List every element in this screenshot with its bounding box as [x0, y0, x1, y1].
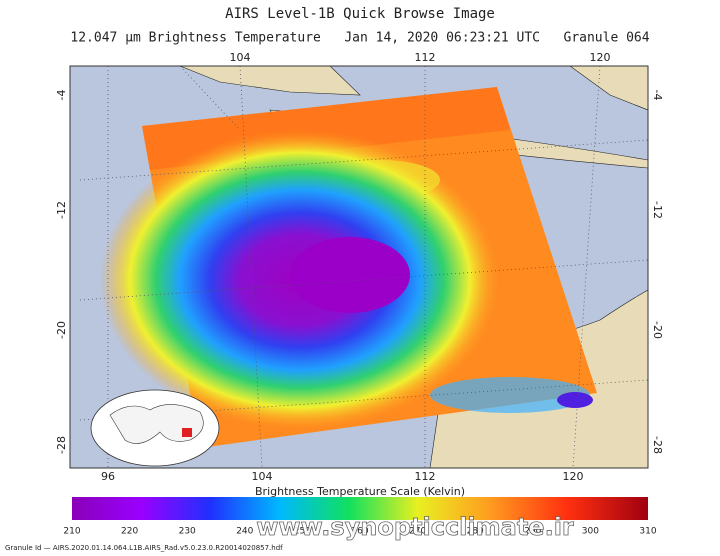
lon-label: 120 [563, 470, 584, 483]
lon-label: 112 [415, 470, 436, 483]
title: AIRS Level-1B Quick Browse Image [225, 6, 495, 22]
scale-tick-label: 210 [63, 527, 80, 537]
lat-label: -20 [651, 321, 664, 339]
scale-tick-label: 250 [294, 527, 311, 537]
watermark: www.synopticclimate.ir [256, 513, 574, 541]
scale-tick-label: 290 [524, 527, 541, 537]
scale-tick-label: 220 [121, 527, 138, 537]
scale-tick-label: 260 [351, 527, 368, 537]
lon-label: 104 [230, 51, 251, 64]
lon-label: 120 [590, 51, 611, 64]
color-scale-title: Brightness Temperature Scale (Kelvin) [255, 485, 465, 498]
inset-globe [90, 389, 220, 467]
lat-label: -20 [55, 321, 68, 339]
scale-tick-label: 310 [639, 527, 656, 537]
map [70, 66, 648, 468]
scale-tick-label: 240 [236, 527, 253, 537]
color-scale [72, 497, 648, 520]
scale-tick-label: 280 [467, 527, 484, 537]
scale-tick-label: 270 [409, 527, 426, 537]
lon-label: 104 [252, 470, 273, 483]
lat-label: -12 [55, 201, 68, 219]
lat-label: -12 [651, 201, 664, 219]
lat-label: -28 [55, 436, 68, 454]
scale-tick-label: 230 [179, 527, 196, 537]
granule-id: Granule Id — AIRS.2020.01.14.064.L1B.AIR… [5, 544, 283, 552]
lon-label: 96 [101, 470, 115, 483]
lat-label: -28 [651, 436, 664, 454]
lon-label: 112 [415, 51, 436, 64]
lat-label: -4 [55, 90, 68, 101]
lat-label: -4 [651, 90, 664, 101]
subtitle: 12.047 μm Brightness Temperature Jan 14,… [70, 31, 649, 46]
scale-tick-label: 300 [582, 527, 599, 537]
